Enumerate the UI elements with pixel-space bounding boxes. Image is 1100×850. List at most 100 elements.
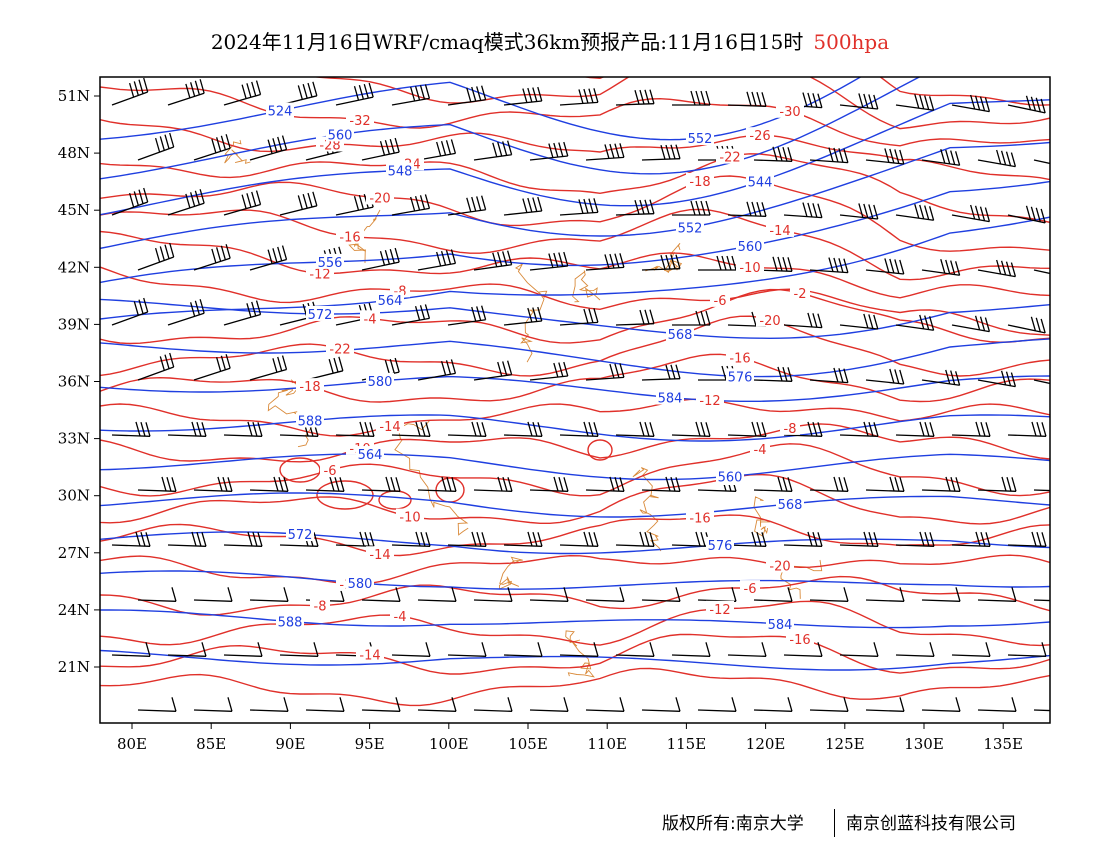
country-border xyxy=(348,209,381,263)
temperature-contour xyxy=(100,353,1050,403)
wind-barb xyxy=(783,531,823,547)
temperature-label: -22 xyxy=(716,148,744,166)
svg-text:560: 560 xyxy=(718,470,743,485)
svg-text:580: 580 xyxy=(368,375,393,390)
height-contour xyxy=(100,375,1050,402)
wind-barb xyxy=(503,421,543,437)
temperature-label: -16 xyxy=(726,349,754,366)
temperature-label: -12 xyxy=(696,391,724,409)
wind-barb xyxy=(335,421,375,437)
height-contour xyxy=(100,77,921,180)
copyright-text: 版权所有:南京大学 xyxy=(662,814,804,834)
wind-barb xyxy=(951,421,991,437)
height-label: 548 xyxy=(386,162,414,180)
wind-barb xyxy=(1033,709,1050,712)
wind-barb xyxy=(447,642,487,657)
height-label: 552 xyxy=(676,219,704,236)
wind-barb xyxy=(671,531,711,547)
wind-barb xyxy=(111,77,149,106)
wind-barb xyxy=(417,587,457,602)
wind-barb xyxy=(1007,205,1046,224)
wind-barb xyxy=(585,476,625,492)
wind-barb xyxy=(585,587,625,602)
temperature-label: -10 xyxy=(736,259,764,276)
wind-barb xyxy=(417,139,457,161)
wind-barb xyxy=(671,421,711,437)
height-label: 572 xyxy=(286,526,314,543)
wind-barb xyxy=(193,697,233,712)
wind-barb xyxy=(111,421,151,437)
svg-text:-14: -14 xyxy=(369,548,390,563)
wind-barb xyxy=(753,476,793,492)
wind-barb xyxy=(809,257,849,274)
height-label: 588 xyxy=(296,412,324,429)
height-label: 560 xyxy=(716,468,744,485)
temperature-label: -14 xyxy=(376,418,404,435)
wind-barb xyxy=(641,254,681,271)
wind-barb xyxy=(698,255,737,271)
svg-text:552: 552 xyxy=(678,221,703,236)
temperature-label: -16 xyxy=(336,228,364,246)
temperature-contour xyxy=(100,153,1050,224)
wind-barb xyxy=(1033,159,1050,165)
svg-text:-6: -6 xyxy=(324,464,337,479)
wind-barb xyxy=(585,253,625,271)
temperature-label: -20 xyxy=(756,311,784,329)
svg-text:-12: -12 xyxy=(709,603,730,618)
wind-barb xyxy=(529,476,569,492)
svg-text:-10: -10 xyxy=(739,261,760,276)
wind-barb xyxy=(503,196,543,216)
svg-text:-14: -14 xyxy=(359,648,380,663)
svg-text:-22: -22 xyxy=(329,343,350,358)
wind-barb xyxy=(865,476,905,492)
wind-barb xyxy=(1033,599,1050,602)
temperature-label: -6 xyxy=(740,580,760,597)
height-label: 544 xyxy=(746,173,774,190)
wind-barb xyxy=(391,421,431,437)
wind-barb xyxy=(335,192,374,216)
wind-barb xyxy=(615,309,655,326)
temperature-label: -26 xyxy=(746,127,774,144)
wind-barb xyxy=(809,476,849,492)
svg-text:-6: -6 xyxy=(744,582,757,597)
height-label: 576 xyxy=(726,368,754,385)
wind-barb xyxy=(615,199,655,216)
wind-barb xyxy=(672,200,711,216)
lat-label: 51N xyxy=(58,87,90,105)
temperature-label: -8 xyxy=(780,419,800,437)
svg-text:-26: -26 xyxy=(749,129,770,144)
wind-barb xyxy=(111,642,151,657)
wind-barb xyxy=(193,476,233,492)
svg-text:588: 588 xyxy=(298,414,323,429)
height-label: 568 xyxy=(666,325,694,343)
svg-text:-10: -10 xyxy=(399,511,420,526)
wind-barb xyxy=(223,531,263,547)
wind-barb xyxy=(977,259,1017,278)
wind-barb xyxy=(921,259,961,276)
wind-barb xyxy=(167,642,207,657)
lon-label: 130E xyxy=(904,735,944,753)
wind-barb xyxy=(921,697,961,712)
temperature-contour xyxy=(100,315,1050,377)
wind-barb xyxy=(672,90,711,106)
temperature-label: -4 xyxy=(750,440,770,458)
temperature-label: -14 xyxy=(766,221,794,239)
temperature-label: -12 xyxy=(306,265,334,282)
lat-label: 30N xyxy=(58,487,90,505)
wind-barb xyxy=(529,361,569,381)
wind-barb xyxy=(809,587,849,602)
country-border xyxy=(632,467,662,552)
temperature-contour xyxy=(100,514,1050,557)
wind-barb xyxy=(895,421,935,437)
wind-barb xyxy=(865,697,905,712)
wind-barb xyxy=(137,587,177,602)
temperature-contour xyxy=(100,600,1050,647)
temperature-contour xyxy=(100,266,1050,336)
wind-barb xyxy=(503,86,543,106)
temperature-contour xyxy=(100,575,1050,616)
height-label: 584 xyxy=(656,389,684,407)
svg-text:-8: -8 xyxy=(314,599,327,614)
wind-barb xyxy=(1007,421,1047,437)
svg-text:-12: -12 xyxy=(309,267,330,282)
wind-barb xyxy=(223,190,262,216)
